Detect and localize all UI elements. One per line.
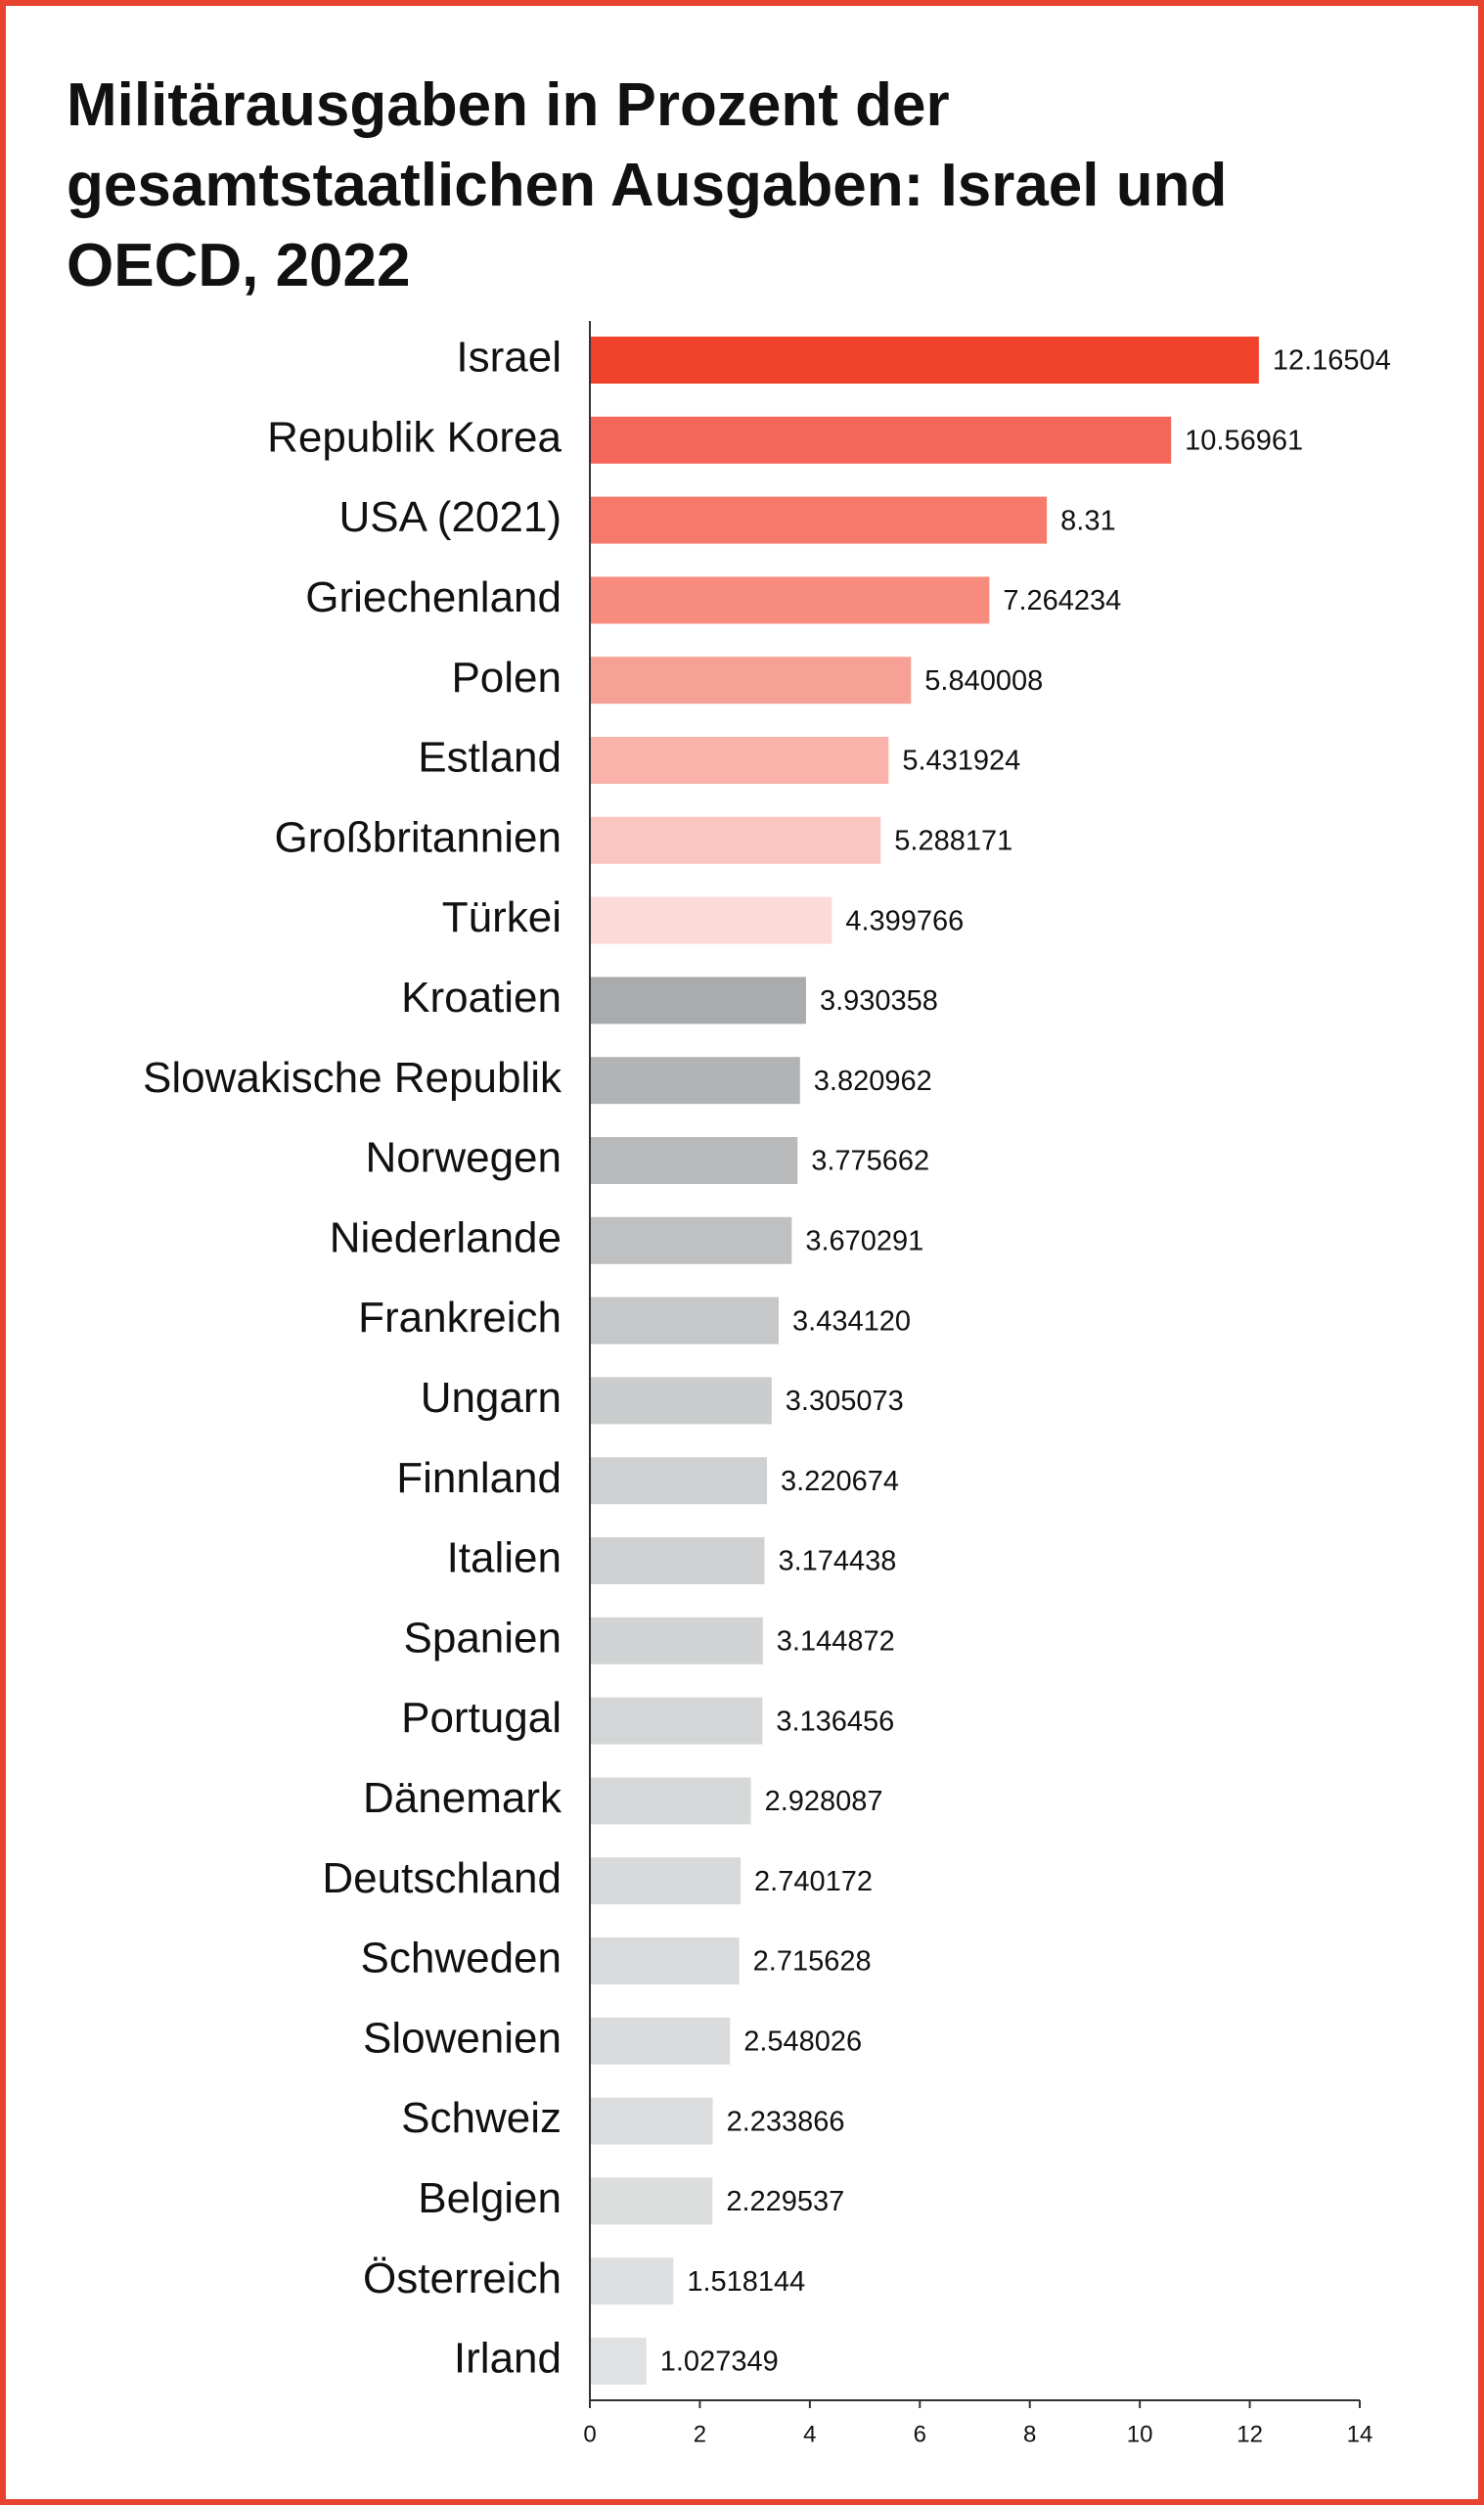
y-tick-label: Republik Korea <box>267 413 562 461</box>
value-label: 5.288171 <box>894 825 1012 856</box>
y-tick-label: Deutschland <box>322 1854 562 1902</box>
value-label: 3.174438 <box>778 1546 896 1577</box>
y-tick-label: Finnland <box>396 1454 562 1502</box>
value-label: 5.840008 <box>924 665 1043 697</box>
value-label: 3.930358 <box>820 985 938 1017</box>
y-tick-label: Niederlande <box>330 1213 562 1261</box>
y-tick-label: USA (2021) <box>339 493 562 541</box>
value-label: 3.305073 <box>786 1386 904 1417</box>
value-label: 5.431924 <box>902 746 1020 777</box>
y-tick-label: Slowakische Republik <box>143 1054 562 1102</box>
bar <box>590 576 990 624</box>
bar <box>590 2257 674 2305</box>
value-label: 3.136456 <box>776 1706 894 1737</box>
value-label: 12.16504 <box>1273 345 1391 377</box>
bar <box>590 1137 798 1184</box>
value-label: 3.220674 <box>781 1466 899 1497</box>
bar <box>590 1297 780 1344</box>
bar <box>590 1777 751 1825</box>
chart-title: Militärausgaben in Prozent der <box>67 71 950 139</box>
bar <box>590 2177 713 2225</box>
y-tick-label: Polen <box>451 654 562 702</box>
y-tick-label: Schweiz <box>401 2094 562 2142</box>
y-tick-label: Norwegen <box>365 1134 562 1182</box>
value-label: 3.144872 <box>777 1625 895 1657</box>
bar <box>590 657 912 705</box>
value-label: 7.264234 <box>1003 585 1121 616</box>
bar <box>590 1057 800 1105</box>
bar <box>590 977 806 1025</box>
x-tick-label: 8 <box>1023 2421 1036 2447</box>
bar <box>590 2097 713 2145</box>
y-tick-label: Türkei <box>442 893 562 941</box>
bar <box>590 1617 763 1664</box>
y-tick-label: Belgien <box>418 2174 562 2222</box>
y-tick-label: Irland <box>454 2335 562 2383</box>
value-label: 8.31 <box>1060 505 1115 536</box>
bar <box>590 816 881 864</box>
x-tick-label: 4 <box>803 2421 816 2447</box>
bar <box>590 1377 772 1425</box>
chart-title: gesamtstaatlichen Ausgaben: Israel und <box>67 152 1227 219</box>
bar <box>590 1457 768 1505</box>
value-label: 2.740172 <box>754 1866 873 1897</box>
x-tick-label: 14 <box>1347 2421 1373 2447</box>
bar <box>590 1857 742 1905</box>
y-tick-label: Slowenien <box>363 2014 562 2062</box>
y-tick-label: Israel <box>456 334 562 382</box>
value-label: 2.715628 <box>753 1946 872 1978</box>
value-label: 1.518144 <box>687 2266 805 2298</box>
value-label: 2.229537 <box>726 2186 844 2217</box>
bar <box>590 1216 792 1264</box>
x-tick-label: 2 <box>694 2421 706 2447</box>
y-tick-label: Italien <box>447 1534 562 1582</box>
value-label: 1.027349 <box>660 2346 779 2378</box>
bar <box>590 496 1048 544</box>
bar <box>590 737 889 784</box>
value-label: 10.56961 <box>1185 425 1303 456</box>
y-tick-label: Dänemark <box>363 1774 562 1822</box>
bar <box>590 1537 765 1584</box>
y-tick-label: Griechenland <box>305 573 562 621</box>
value-label: 2.548026 <box>743 2026 862 2057</box>
chart-title: OECD, 2022 <box>67 232 411 299</box>
bar <box>590 337 1259 384</box>
x-tick-label: 0 <box>583 2421 596 2447</box>
y-tick-label: Estland <box>418 734 562 782</box>
bar <box>590 1937 740 1984</box>
value-label: 3.820962 <box>814 1066 932 1097</box>
bar <box>590 2338 647 2385</box>
y-tick-label: Frankreich <box>358 1294 562 1342</box>
x-tick-label: 12 <box>1237 2421 1263 2447</box>
value-label: 3.775662 <box>811 1146 929 1177</box>
y-tick-label: Schweden <box>361 1935 562 1982</box>
y-tick-label: Portugal <box>401 1694 562 1742</box>
bar <box>590 2017 731 2065</box>
x-tick-label: 10 <box>1127 2421 1153 2447</box>
value-label: 4.399766 <box>845 905 964 936</box>
value-label: 3.670291 <box>805 1225 923 1256</box>
x-tick-label: 6 <box>914 2421 926 2447</box>
y-tick-label: Österreich <box>363 2254 562 2302</box>
bar <box>590 896 832 944</box>
bar <box>590 416 1172 464</box>
value-label: 2.233866 <box>727 2106 845 2137</box>
y-tick-label: Ungarn <box>421 1374 562 1422</box>
y-tick-label: Kroatien <box>401 974 562 1022</box>
value-label: 3.434120 <box>792 1305 911 1337</box>
y-tick-label: Großbritannien <box>275 813 562 861</box>
y-tick-label: Spanien <box>404 1614 562 1662</box>
bar <box>590 1697 763 1745</box>
value-label: 2.928087 <box>765 1786 883 1817</box>
